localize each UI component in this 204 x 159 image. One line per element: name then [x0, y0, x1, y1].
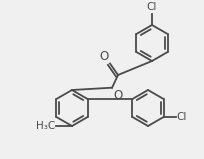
Text: Cl: Cl — [147, 2, 157, 12]
Text: Cl: Cl — [177, 112, 187, 122]
Text: O: O — [113, 89, 122, 102]
Text: H₃C: H₃C — [36, 121, 55, 131]
Text: O: O — [100, 50, 109, 62]
